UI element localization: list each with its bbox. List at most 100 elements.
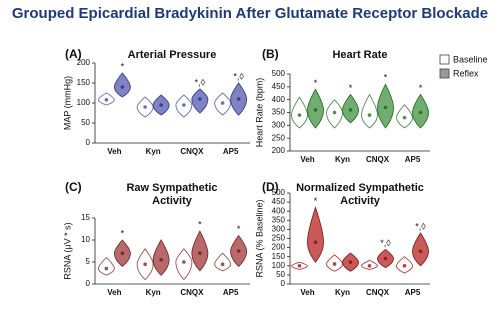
annotation: * xyxy=(314,78,318,88)
violin xyxy=(191,230,209,272)
median-dot xyxy=(332,262,337,266)
median-dot xyxy=(236,97,241,101)
violin xyxy=(152,239,170,276)
legend-label: Baseline xyxy=(453,54,488,64)
violin xyxy=(113,72,131,98)
y-tick-label: 5 xyxy=(86,257,91,266)
x-tick-label: CNQX xyxy=(366,155,390,164)
annotation: * xyxy=(314,196,318,206)
y-tick-label: 400 xyxy=(272,206,286,215)
panel-title: Arterial Pressure xyxy=(128,49,217,61)
annotation: * xyxy=(121,61,125,71)
y-tick-label: 300 xyxy=(272,120,286,129)
panel-label: (A) xyxy=(65,47,82,61)
y-tick-label: 10 xyxy=(81,235,90,244)
annotation: * xyxy=(384,73,388,83)
median-dot xyxy=(367,113,372,117)
median-dot xyxy=(182,103,186,107)
median-dot xyxy=(348,260,353,264)
median-dot xyxy=(348,108,353,112)
x-tick-label: CNQX xyxy=(180,147,204,156)
median-dot xyxy=(383,256,388,261)
median-dot xyxy=(313,108,318,112)
figure-title: Grouped Epicardial Bradykinin After Glut… xyxy=(12,5,488,22)
x-tick-label: AP5 xyxy=(405,288,421,297)
legend-swatch xyxy=(439,68,450,79)
annotation: * xyxy=(198,220,202,230)
y-tick-label: 50 xyxy=(81,118,90,127)
median-dot xyxy=(367,264,372,268)
median-dot xyxy=(297,264,302,268)
y-tick-label: 0 xyxy=(281,279,286,288)
x-tick-label: Veh xyxy=(300,155,314,164)
y-tick-label: 250 xyxy=(272,234,286,243)
median-dot xyxy=(143,262,147,267)
annotation: *,◊ xyxy=(415,221,426,231)
median-dot xyxy=(297,113,302,117)
x-tick-label: AP5 xyxy=(405,155,421,164)
y-tick-label: 100 xyxy=(77,98,91,107)
y-axis-label: MAP (mmHg) xyxy=(62,76,72,130)
y-tick-label: 0 xyxy=(86,279,91,288)
y-tick-label: 150 xyxy=(77,78,91,87)
median-dot xyxy=(418,110,423,115)
x-tick-label: Veh xyxy=(107,147,121,156)
violin xyxy=(214,252,232,272)
x-tick-label: Kyn xyxy=(335,155,350,164)
x-tick-label: Kyn xyxy=(335,288,350,297)
y-tick-label: 0 xyxy=(86,138,91,147)
panel-title: Activity xyxy=(340,195,381,207)
annotation: * xyxy=(121,228,125,238)
x-tick-label: CNQX xyxy=(366,288,390,297)
median-dot xyxy=(402,264,407,268)
median-dot xyxy=(418,249,423,254)
median-dot xyxy=(182,260,186,264)
violin xyxy=(307,206,324,263)
panel-label: (D) xyxy=(262,180,279,194)
y-tick-label: 400 xyxy=(272,95,286,104)
median-dot xyxy=(402,115,407,120)
median-dot xyxy=(104,266,109,271)
y-tick-label: 500 xyxy=(272,69,286,78)
y-tick-label: 200 xyxy=(77,58,91,67)
violin xyxy=(175,248,193,281)
y-tick-label: 350 xyxy=(272,108,286,117)
y-tick-label: 450 xyxy=(272,197,286,206)
x-tick-label: CNQX xyxy=(180,288,204,297)
x-tick-label: Kyn xyxy=(146,147,161,156)
y-tick-label: 450 xyxy=(272,82,286,91)
panel-title: Heart Rate xyxy=(332,49,387,61)
y-axis-label: Heart Rate (bpm) xyxy=(254,78,264,148)
median-dot xyxy=(198,97,202,101)
x-tick-label: Kyn xyxy=(146,288,161,297)
panel-label: (C) xyxy=(65,180,82,194)
median-dot xyxy=(383,105,388,110)
x-tick-label: AP5 xyxy=(223,147,239,156)
legend-label: Reflex xyxy=(453,68,479,78)
median-dot xyxy=(313,240,318,244)
median-dot xyxy=(236,249,241,253)
median-dot xyxy=(120,85,125,89)
y-tick-label: 500 xyxy=(272,188,286,197)
violin xyxy=(97,256,115,276)
y-tick-label: 15 xyxy=(81,213,90,222)
median-dot xyxy=(220,262,225,267)
x-tick-label: AP5 xyxy=(223,288,239,297)
median-dot xyxy=(159,258,163,262)
x-tick-label: Veh xyxy=(300,288,314,297)
violin xyxy=(291,96,308,129)
median-dot xyxy=(120,251,125,255)
y-tick-label: 100 xyxy=(272,261,286,270)
legend-swatch xyxy=(439,54,450,65)
y-axis-label: RSNA (% Baseline) xyxy=(254,199,264,277)
y-tick-label: 200 xyxy=(272,146,286,155)
annotation: * xyxy=(419,83,423,93)
annotation: *,◊ xyxy=(233,71,244,81)
x-tick-label: Veh xyxy=(107,288,121,297)
median-dot xyxy=(104,98,109,102)
panel-title: Normalized Sympathetic xyxy=(296,182,424,194)
median-dot xyxy=(220,101,225,105)
violin xyxy=(361,93,378,129)
y-tick-label: 150 xyxy=(272,252,286,261)
